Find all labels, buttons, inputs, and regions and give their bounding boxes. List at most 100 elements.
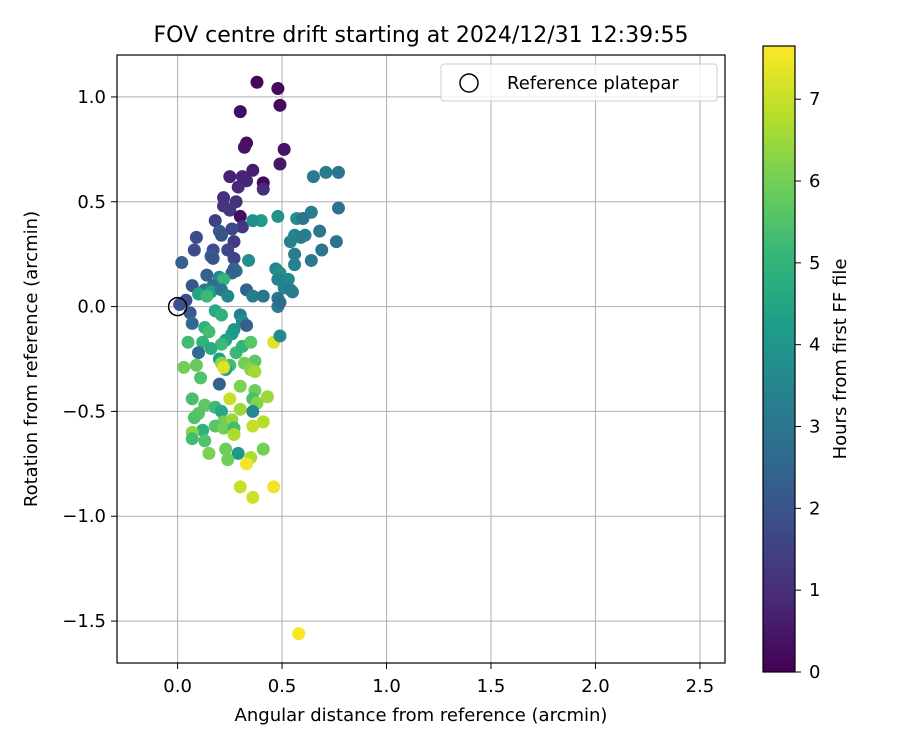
- data-point: [204, 342, 218, 356]
- data-point: [271, 209, 285, 223]
- data-point: [240, 318, 254, 332]
- data-point: [273, 295, 287, 309]
- colorbar-tick-label: 1: [809, 580, 820, 601]
- legend-box: [440, 63, 718, 102]
- data-point: [189, 230, 203, 244]
- colorbar-tick-label: 0: [809, 662, 820, 683]
- data-point: [185, 432, 199, 446]
- data-point: [214, 228, 228, 242]
- data-point: [233, 209, 247, 223]
- data-point: [271, 82, 285, 96]
- x-tick-label: 0.5: [268, 676, 297, 697]
- data-point: [273, 157, 287, 171]
- data-point: [227, 251, 241, 265]
- data-point: [221, 289, 235, 303]
- data-point: [185, 392, 199, 406]
- legend-marker-reference: [459, 73, 479, 93]
- data-point: [173, 297, 187, 311]
- y-tick-label: −1.5: [62, 611, 106, 632]
- colorbar-tick-label: 7: [809, 89, 820, 110]
- x-axis-ticks: 0.0 0.5 1.0 1.5 2.0 2.5: [163, 663, 714, 697]
- data-point: [175, 256, 189, 270]
- data-points: [167, 75, 345, 641]
- x-tick-label: 2.0: [581, 676, 610, 697]
- legend: Reference platepar: [440, 63, 718, 102]
- data-point: [196, 423, 210, 437]
- data-point: [214, 337, 228, 351]
- data-point: [233, 105, 247, 119]
- data-point: [233, 402, 247, 416]
- x-tick-label: 1.5: [477, 676, 506, 697]
- data-point: [242, 253, 256, 267]
- data-point: [246, 419, 260, 433]
- data-point: [198, 434, 212, 448]
- data-point: [260, 390, 274, 404]
- data-point: [202, 446, 216, 460]
- data-point: [223, 203, 237, 217]
- colorbar-tick-label: 4: [809, 335, 820, 356]
- data-point: [219, 442, 233, 456]
- data-point: [331, 165, 345, 179]
- data-point: [194, 371, 208, 385]
- data-point: [246, 163, 260, 177]
- data-point: [256, 415, 270, 429]
- plot-frame: [116, 54, 726, 664]
- grid: [117, 55, 725, 663]
- x-axis-label: Angular distance from reference (arcmin): [235, 705, 608, 726]
- data-point: [214, 404, 228, 418]
- data-point: [233, 480, 247, 494]
- data-point: [189, 358, 203, 372]
- y-axis-label: Rotation from reference (arcmin): [21, 211, 42, 507]
- data-point: [244, 335, 258, 349]
- colorbar-tick-label: 2: [809, 498, 820, 519]
- data-point: [288, 247, 302, 261]
- colorbar: [762, 45, 796, 673]
- data-point: [231, 180, 245, 194]
- data-point: [288, 258, 302, 272]
- data-point: [225, 222, 239, 236]
- data-point: [240, 457, 254, 471]
- data-point: [248, 365, 262, 379]
- data-point: [246, 490, 260, 504]
- data-point: [177, 360, 191, 374]
- data-point: [217, 272, 231, 286]
- data-point: [256, 289, 270, 303]
- data-point: [185, 316, 199, 330]
- colorbar-label: Hours from first FF file: [830, 259, 851, 460]
- data-point: [183, 306, 197, 320]
- data-point: [286, 285, 300, 299]
- colorbar-ticks: 0 1 2 3 4 5 6 7: [795, 89, 820, 683]
- data-point: [237, 140, 251, 154]
- data-point: [187, 411, 201, 425]
- data-point: [202, 325, 216, 339]
- data-point: [246, 214, 260, 228]
- data-point: [298, 228, 312, 242]
- data-point: [208, 214, 222, 228]
- data-point: [296, 212, 310, 226]
- data-point: [273, 329, 287, 343]
- data-point: [319, 165, 333, 179]
- data-point: [304, 253, 318, 267]
- data-point: [231, 446, 245, 460]
- x-tick-label: 0.0: [163, 676, 192, 697]
- y-tick-label: 0.5: [77, 192, 106, 213]
- data-point: [256, 182, 270, 196]
- data-point: [233, 379, 247, 393]
- y-tick-label: 1.0: [77, 87, 106, 108]
- data-point: [246, 289, 260, 303]
- data-point: [246, 404, 260, 418]
- data-point: [212, 377, 226, 391]
- data-point: [329, 235, 343, 249]
- y-tick-label: −0.5: [62, 401, 106, 422]
- x-tick-label: 1.0: [372, 676, 401, 697]
- data-point: [221, 453, 235, 467]
- data-point: [217, 360, 231, 374]
- colorbar-tick-label: 6: [809, 171, 820, 192]
- chart-title: FOV centre drift starting at 2024/12/31 …: [154, 23, 689, 48]
- data-point: [315, 243, 329, 257]
- data-point: [200, 268, 214, 282]
- y-tick-label: −1.0: [62, 506, 106, 527]
- x-tick-label: 2.5: [686, 676, 715, 697]
- y-tick-label: 0.0: [77, 297, 106, 318]
